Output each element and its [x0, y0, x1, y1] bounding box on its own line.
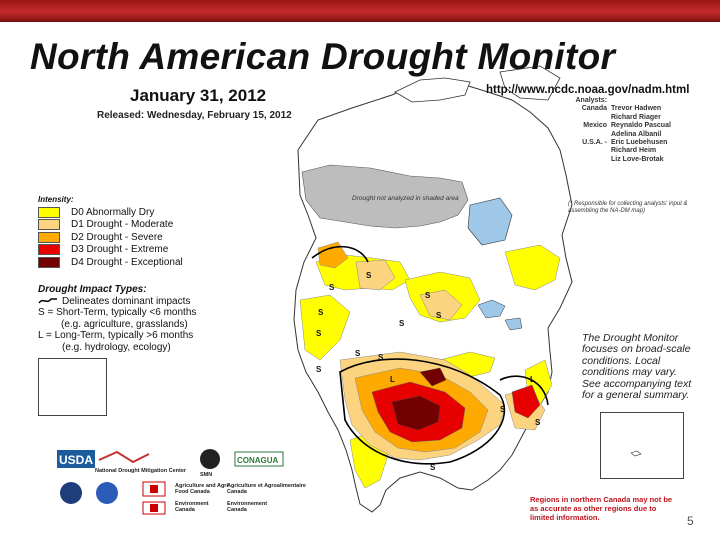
agri-en-text: Agriculture and Agri-Food Canada: [175, 483, 230, 495]
responsible-note: (* Responsible for collecting analysts' …: [568, 201, 688, 214]
impact-label: S: [535, 418, 541, 427]
hudson-bay: [467, 197, 513, 246]
env-fr-text: Environnement Canada: [227, 501, 268, 513]
impact-label: L: [390, 375, 395, 384]
analyst-name: Liz Love-Brotak: [611, 155, 664, 163]
legend-swatch: [38, 256, 60, 268]
island-outline: [630, 450, 642, 457]
boundary-line-icon: [38, 298, 57, 304]
impact-legend: Drought Impact Types: Delineates dominan…: [38, 284, 196, 354]
svg-text:USDA: USDA: [59, 453, 93, 467]
agri-fr-text: Agriculture et Agroalimentaire Canada: [227, 483, 306, 495]
impact-long-example: (e.g. hydrology, ecology): [62, 341, 171, 353]
analyst-country: Canada: [581, 105, 607, 113]
impact-label: S: [366, 271, 372, 280]
impact-label: S: [318, 308, 324, 317]
impact-title: Drought Impact Types:: [38, 284, 147, 295]
impact-label: S: [436, 311, 442, 320]
legend-title: Intensity:: [38, 195, 74, 204]
legend-label: D1 Drought - Moderate: [71, 219, 174, 231]
caribbean-inset: [600, 412, 684, 479]
analyst-country: [565, 147, 611, 155]
page-number: 5: [687, 514, 694, 528]
analyst-country: U.S.A. -: [582, 139, 607, 147]
logo-art: USDA CONAGUA: [57, 449, 284, 515]
analyst-country: [565, 131, 611, 139]
impact-label: S: [355, 349, 361, 358]
source-url[interactable]: http://www.ncdc.noaa.gov/nadm.html: [486, 84, 690, 96]
analyst-name: Reynaldo Pascual: [611, 122, 671, 130]
impact-label: S: [425, 291, 431, 300]
analyst-name: Richard Heim: [611, 147, 657, 155]
impact-short-example: (e.g. agriculture, grasslands): [61, 318, 188, 330]
analyst-name: Trevor Hadwen: [611, 105, 662, 113]
impact-boundaries: [311, 245, 549, 465]
map-date: January 31, 2012: [130, 86, 267, 105]
legend-item: D1 Drought - Moderate: [38, 219, 183, 232]
legend-label: D0 Abnormally Dry: [71, 206, 155, 218]
page-title: North American Drought Monitor: [30, 36, 616, 77]
analysts-label: Analysts:: [575, 97, 607, 104]
d4-exceptional-drought-areas: [391, 367, 447, 431]
impact-label: L: [530, 375, 535, 384]
impact-short: S = Short-Term, typically <6 months: [38, 307, 197, 319]
legend-swatch: [38, 219, 60, 231]
accuracy-footnote: Regions in northern Canada may not be as…: [530, 495, 673, 523]
svg-text:CONAGUA: CONAGUA: [237, 456, 279, 465]
impact-delineates: Delineates dominant impacts: [62, 295, 191, 307]
top-banner: [0, 0, 720, 22]
greenland-edge: [499, 65, 561, 101]
no-analysis-label: Drought not analyzed in shaded area: [352, 195, 459, 202]
analysts-block: Analysts: Canada Trevor Hadwen Richard Ri…: [565, 97, 671, 164]
analyst-country: [565, 114, 611, 122]
hawaii-inset: [38, 358, 107, 416]
no-analysis-region: [301, 164, 469, 229]
broad-scale-note: The Drought Monitor focuses on broad-sca…: [582, 332, 692, 402]
legend-swatch: [38, 206, 60, 218]
legend-swatch: [38, 244, 60, 256]
impact-label: S: [316, 329, 322, 338]
legend-label: D3 Drought - Extreme: [71, 244, 169, 256]
legend-item: D3 Drought - Extreme: [38, 244, 183, 257]
legend-item: D2 Drought - Severe: [38, 231, 183, 244]
analyst-name: Richard Riager: [611, 113, 661, 121]
impact-label: S: [329, 283, 335, 292]
analyst-country: Mexico: [583, 122, 607, 130]
legend-swatch: [38, 231, 60, 243]
intensity-legend: Intensity: D0 Abnormally Dry D1 Drought …: [38, 195, 183, 269]
impact-label: S: [316, 365, 322, 374]
impact-label: S: [500, 405, 506, 414]
impact-label: S: [378, 353, 384, 362]
release-date: Released: Wednesday, February 15, 2012: [97, 110, 292, 121]
legend-item: D4 Drought - Exceptional: [38, 256, 183, 269]
legend-item: D0 Abnormally Dry: [38, 206, 183, 219]
analyst-name: Adelina Albanil: [611, 130, 662, 138]
env-en-text: Environment Canada: [175, 501, 209, 513]
analyst-name: Eric Luebehusen: [611, 139, 668, 147]
partner-logos: USDA CONAGUA National Drought Mitigation…: [57, 448, 327, 523]
arctic-islands: [394, 77, 471, 103]
analyst-country: [565, 156, 611, 164]
impact-label: S: [430, 463, 436, 472]
ndmc-logo-text: National Drought Mitigation Center: [95, 468, 187, 474]
impact-label: S: [399, 319, 405, 328]
impact-long: L = Long-Term, typically >6 months: [38, 330, 194, 342]
legend-label: D2 Drought - Severe: [71, 231, 163, 243]
smn-logo-text: SMN: [200, 472, 213, 478]
great-lakes: [477, 299, 523, 331]
legend-label: D4 Drought - Exceptional: [71, 256, 183, 268]
